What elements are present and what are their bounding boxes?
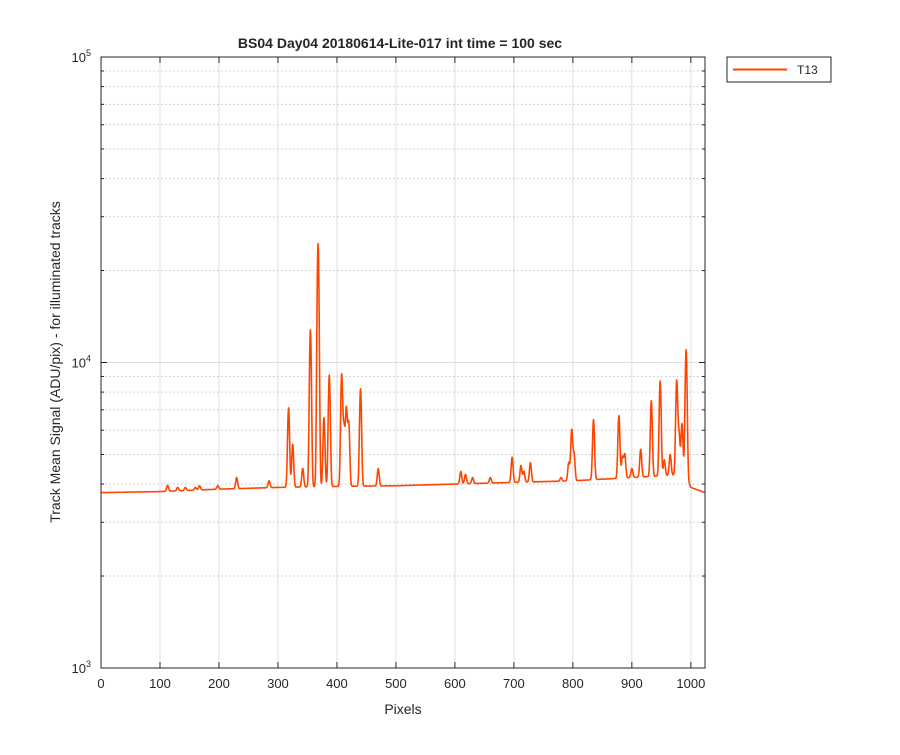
y-tick-label: 104: [72, 354, 91, 371]
x-tick-label: 400: [326, 676, 348, 691]
x-tick-label: 500: [385, 676, 407, 691]
series-line-t13: [100, 242, 706, 494]
ticks: 0 100 200 300 400 500 600 700 800 900 1000 103 104 10…: [72, 48, 706, 691]
x-tick-label: 100: [149, 676, 171, 691]
x-tick-label: 1000: [676, 676, 705, 691]
x-tick-label: 700: [503, 676, 525, 691]
grid: [100, 56, 705, 669]
x-tick-label: 300: [267, 676, 289, 691]
chart-title: BS04 Day04 20180614-Lite-017 int time = …: [238, 35, 562, 51]
x-tick-label: 900: [621, 676, 643, 691]
series-layer: [100, 242, 706, 494]
y-tick-label: 105: [72, 48, 91, 65]
y-axis-label: Track Mean Signal (ADU/pix) - for illumi…: [47, 201, 63, 523]
x-tick-label: 600: [444, 676, 466, 691]
legend: T13: [726, 56, 832, 83]
y-tick-label: 103: [72, 659, 91, 676]
legend-label-t13: T13: [797, 63, 818, 77]
x-axis-label: Pixels: [384, 701, 421, 717]
x-tick-label: 200: [208, 676, 230, 691]
x-tick-label: 0: [97, 676, 104, 691]
x-tick-label: 800: [562, 676, 584, 691]
